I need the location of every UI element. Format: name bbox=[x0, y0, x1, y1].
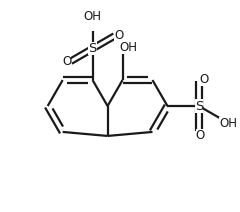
Text: OH: OH bbox=[219, 117, 237, 130]
Text: O: O bbox=[114, 29, 123, 42]
Text: OH: OH bbox=[84, 10, 102, 23]
Text: OH: OH bbox=[119, 41, 137, 54]
Text: O: O bbox=[199, 73, 209, 86]
Text: S: S bbox=[195, 99, 203, 113]
Text: O: O bbox=[62, 55, 71, 68]
Text: S: S bbox=[88, 42, 97, 55]
Text: O: O bbox=[196, 130, 205, 142]
